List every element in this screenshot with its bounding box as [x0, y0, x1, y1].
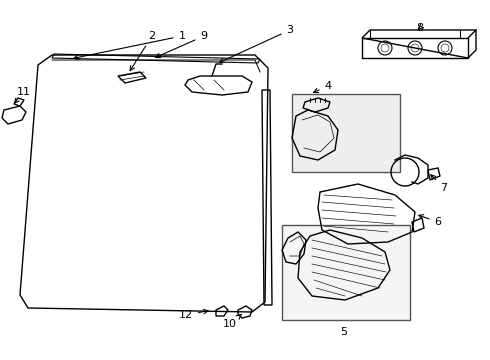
Text: 4: 4 — [314, 81, 332, 93]
Text: 8: 8 — [416, 23, 423, 33]
Text: 5: 5 — [341, 327, 347, 337]
Text: 7: 7 — [431, 175, 447, 193]
Text: 6: 6 — [419, 215, 441, 227]
Bar — [282, 225, 410, 320]
Text: 10: 10 — [223, 314, 241, 329]
Text: 1: 1 — [74, 31, 186, 59]
Text: 9: 9 — [156, 31, 208, 58]
Text: 12: 12 — [179, 309, 208, 320]
Text: 2: 2 — [130, 31, 155, 71]
Text: 11: 11 — [15, 87, 31, 103]
Bar — [292, 94, 400, 172]
Text: 3: 3 — [220, 25, 294, 63]
